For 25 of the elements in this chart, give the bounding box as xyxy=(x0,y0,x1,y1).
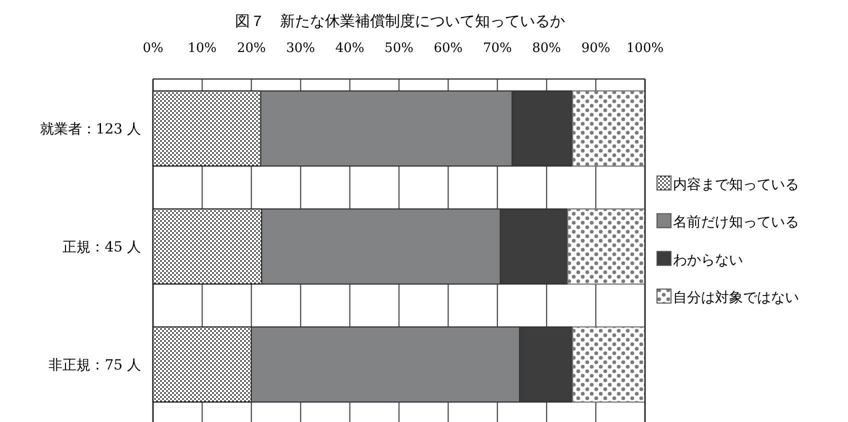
x-tick-label: 100% xyxy=(626,41,664,56)
y-tick-label: 非正規：75 人 xyxy=(48,358,141,374)
x-tick-label: 20% xyxy=(236,41,266,56)
x-tick-label: 30% xyxy=(286,41,316,56)
x-tick-label: 80% xyxy=(532,41,562,56)
bar xyxy=(152,326,252,402)
x-tick-label: 90% xyxy=(581,41,610,56)
bar xyxy=(572,90,646,166)
bar xyxy=(572,326,646,402)
x-tick-label: 70% xyxy=(482,41,512,56)
x-tick-label: 60% xyxy=(434,41,463,56)
x-tick-label: 40% xyxy=(335,41,364,56)
legend-label: わからない xyxy=(673,252,743,268)
x-tick-label: 0% xyxy=(142,41,164,56)
legend-label: 名前だけ知っている xyxy=(673,214,799,231)
bar xyxy=(152,208,262,284)
chart-title: 図７ 新たな休業補償制度について知っているか xyxy=(235,12,565,30)
bar xyxy=(567,208,646,284)
x-tick-label: 10% xyxy=(188,41,217,56)
y-tick-label: 就業者：123 人 xyxy=(40,122,141,138)
legend-label: 内容まで知っている xyxy=(673,177,799,193)
legend-label: 自分は対象ではない xyxy=(673,290,799,306)
bar xyxy=(152,90,262,166)
y-tick-label: 正規：45 人 xyxy=(62,240,141,256)
x-tick-label: 50% xyxy=(384,41,414,56)
